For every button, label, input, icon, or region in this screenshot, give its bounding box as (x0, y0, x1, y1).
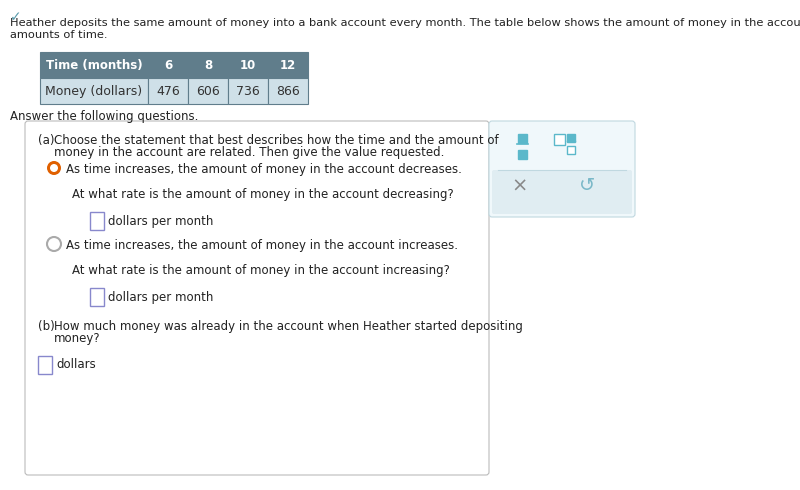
Text: ↺: ↺ (579, 176, 595, 196)
Text: ×: × (512, 176, 528, 196)
Text: 476: 476 (156, 85, 180, 98)
Text: Choose the statement that best describes how the time and the amount of: Choose the statement that best describes… (54, 134, 498, 147)
Bar (90, 288, 104, 306)
Text: ✓: ✓ (10, 10, 22, 24)
Text: dollars: dollars (56, 359, 96, 371)
Text: 12: 12 (280, 59, 296, 73)
Text: Time (months): Time (months) (46, 59, 142, 73)
Circle shape (47, 237, 61, 251)
Text: 866: 866 (276, 85, 300, 98)
Bar (567, 146, 575, 154)
Text: Heather deposits the same amount of money into a bank account every month. The t: Heather deposits the same amount of mone… (10, 18, 800, 28)
FancyBboxPatch shape (25, 121, 489, 475)
Text: money?: money? (54, 332, 101, 345)
Text: (a): (a) (38, 134, 54, 147)
Circle shape (50, 164, 58, 172)
Text: 606: 606 (196, 85, 220, 98)
Bar (518, 150, 526, 159)
Text: dollars per month: dollars per month (108, 215, 214, 227)
Bar (148, 52, 188, 78)
Text: 736: 736 (236, 85, 260, 98)
Text: dollars per month: dollars per month (108, 291, 214, 303)
Bar (567, 134, 575, 142)
Text: How much money was already in the account when Heather started depositing: How much money was already in the accoun… (54, 320, 523, 333)
Text: 10: 10 (240, 59, 256, 73)
Text: At what rate is the amount of money in the account decreasing?: At what rate is the amount of money in t… (72, 188, 454, 201)
Bar (40, 52, 148, 78)
Bar (148, 78, 188, 104)
FancyBboxPatch shape (489, 121, 635, 217)
Text: Answer the following questions.: Answer the following questions. (10, 110, 198, 123)
Text: 8: 8 (204, 59, 212, 73)
Bar (38, 356, 52, 374)
Text: At what rate is the amount of money in the account increasing?: At what rate is the amount of money in t… (72, 264, 450, 277)
Bar (554, 134, 565, 145)
Text: money in the account are related. Then give the value requested.: money in the account are related. Then g… (54, 146, 444, 159)
Bar (268, 52, 308, 78)
Text: (b): (b) (38, 320, 54, 333)
Bar (188, 52, 228, 78)
Text: amounts of time.: amounts of time. (10, 30, 107, 40)
Bar (228, 52, 268, 78)
Bar (268, 78, 308, 104)
Circle shape (47, 161, 61, 175)
Bar (40, 78, 148, 104)
Bar (90, 212, 104, 230)
Text: Money (dollars): Money (dollars) (46, 85, 142, 98)
Text: As time increases, the amount of money in the account decreases.: As time increases, the amount of money i… (66, 163, 462, 175)
Text: 6: 6 (164, 59, 172, 73)
Bar (518, 134, 526, 143)
Bar (228, 78, 268, 104)
Text: As time increases, the amount of money in the account increases.: As time increases, the amount of money i… (66, 239, 458, 251)
Bar (188, 78, 228, 104)
FancyBboxPatch shape (492, 170, 632, 214)
